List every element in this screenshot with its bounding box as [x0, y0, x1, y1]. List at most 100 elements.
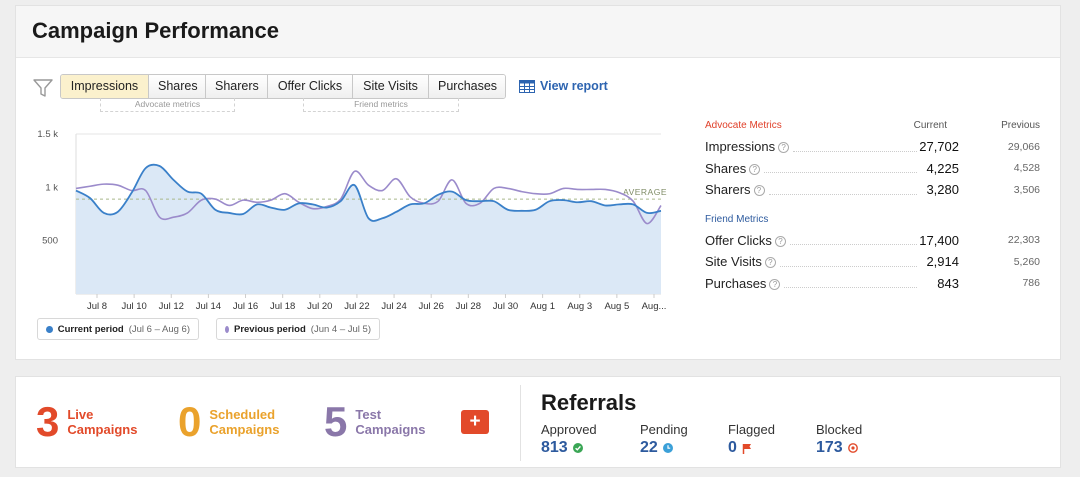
previous-period-dot [225, 325, 229, 333]
filter-icon[interactable] [33, 78, 53, 98]
friend-metrics-header: Friend Metrics [705, 212, 1045, 230]
legend-previous-period[interactable]: Previous period (Jun 4 – Jul 5) [216, 318, 380, 340]
scheduled-campaigns[interactable]: 0 Scheduled Campaigns [178, 401, 279, 443]
help-icon[interactable]: ? [753, 185, 765, 197]
y-tick-label: 1.5 k [37, 129, 58, 140]
y-tick-label: 1 k [45, 182, 58, 193]
test-campaigns-label: Test Campaigns [355, 407, 425, 437]
help-icon[interactable]: ? [774, 235, 786, 247]
test-campaigns-label-line1: Test [355, 407, 382, 422]
x-tick-label: Aug 1 [530, 301, 555, 312]
metric-previous-offer-clicks: 22,303 [1007, 234, 1040, 247]
x-tick-label: Aug 3 [567, 301, 592, 312]
help-icon[interactable]: ? [778, 142, 790, 154]
test-campaigns-count: 5 [324, 398, 348, 445]
metric-row-site-visits: Site Visits? 2,914 5,260 [705, 251, 1045, 273]
dotted-leader [764, 172, 918, 174]
metric-name-impressions: Impressions? [705, 139, 793, 154]
x-tick-label: Jul 28 [456, 301, 481, 312]
help-icon[interactable]: ? [749, 163, 761, 175]
table-icon [519, 79, 535, 93]
legend-previous-range: (Jun 4 – Jul 5) [310, 323, 371, 335]
flagged-count: 0 [728, 439, 737, 456]
referrals-pending[interactable]: Pending 22 [640, 422, 688, 457]
metric-row-sharers: Sharers? 3,280 3,506 [705, 179, 1045, 201]
dotted-leader [768, 193, 917, 195]
column-current: Current [913, 120, 947, 131]
x-tick-label: Jul 26 [419, 301, 444, 312]
x-tick-label: Jul 18 [270, 301, 295, 312]
tab-offer-clicks[interactable]: Offer Clicks [268, 75, 353, 98]
metric-current-sharers: 3,280 [926, 182, 959, 198]
metric-name-purchases: Purchases? [705, 276, 784, 291]
scheduled-campaigns-label-line2: Campaigns [209, 422, 280, 437]
pending-label: Pending [640, 422, 688, 437]
referrals-blocked[interactable]: Blocked 173 [816, 422, 862, 457]
help-icon[interactable]: ? [764, 257, 776, 269]
x-tick-label: Jul 8 [87, 301, 107, 312]
live-campaigns-label: Live Campaigns [67, 407, 137, 437]
metric-previous-sharers: 3,506 [1013, 183, 1040, 196]
metric-row-shares: Shares? 4,225 4,528 [705, 158, 1045, 180]
x-tick-label: Aug 5 [604, 301, 629, 312]
y-tick-label: 500 [42, 236, 58, 247]
tab-site-visits[interactable]: Site Visits [353, 75, 429, 98]
metric-current-purchases: 843 [937, 275, 959, 291]
view-report-label: View report [540, 79, 608, 93]
friend-metrics-title: Friend Metrics [705, 213, 769, 225]
add-campaign-button[interactable]: + [461, 410, 489, 434]
referrals-flagged[interactable]: Flagged 0 [728, 422, 775, 457]
dotted-leader [793, 150, 918, 152]
tab-sharers[interactable]: Sharers [206, 75, 268, 98]
x-tick-label: Aug... [642, 301, 667, 312]
x-tick-label: Jul 10 [121, 301, 146, 312]
x-tick-label: Jul 12 [159, 301, 184, 312]
metric-current-impressions: 27,702 [919, 139, 959, 155]
friend-metrics-group-label: Friend metrics [303, 98, 459, 112]
x-tick-label: Jul 30 [493, 301, 518, 312]
legend-current-range: (Jul 6 – Aug 6) [128, 323, 190, 335]
approved-label: Approved [541, 422, 597, 437]
metric-previous-shares: 4,528 [1013, 162, 1040, 175]
x-tick-label: Jul 14 [196, 301, 221, 312]
tab-shares[interactable]: Shares [149, 75, 206, 98]
legend-current-label: Current period [57, 323, 124, 335]
referrals-title: Referrals [541, 390, 637, 415]
live-campaigns-count: 3 [36, 398, 60, 445]
metric-row-offer-clicks: Offer Clicks? 17,400 22,303 [705, 230, 1045, 252]
advocate-metrics-title: Advocate Metrics [705, 120, 782, 131]
previous-period-line [75, 170, 662, 225]
dotted-leader [789, 244, 917, 246]
current-period-area [76, 164, 661, 294]
friend-metric-rows: Offer Clicks? 17,400 22,303 Site Visits? 2,9… [705, 230, 1045, 295]
scheduled-campaigns-label: Scheduled Campaigns [209, 407, 279, 437]
dotted-leader [784, 287, 918, 289]
tab-impressions[interactable]: Impressions [61, 75, 149, 98]
advocate-metrics-group-label: Advocate metrics [100, 98, 235, 112]
live-campaigns[interactable]: 3 Live Campaigns [36, 401, 137, 443]
test-campaigns-label-line2: Campaigns [355, 422, 426, 437]
metric-name-offer-clicks: Offer Clicks? [705, 233, 790, 248]
blocked-label: Blocked [816, 422, 863, 437]
test-campaigns[interactable]: 5 Test Campaigns [324, 401, 425, 443]
average-label: AVERAGE [623, 187, 667, 197]
current-period-dot [46, 325, 53, 333]
column-previous: Previous [1001, 120, 1040, 131]
tab-purchases[interactable]: Purchases [429, 75, 505, 98]
view-report-link[interactable]: View report [519, 79, 608, 93]
check-circle-icon [572, 443, 583, 453]
metric-previous-impressions: 29,066 [1007, 140, 1040, 153]
dotted-leader [779, 265, 917, 267]
referrals-approved[interactable]: Approved 813 [541, 422, 597, 457]
section-divider [520, 385, 521, 461]
card-header: Campaign Performance [16, 6, 1060, 58]
metric-name-sharers: Sharers? [705, 182, 769, 197]
x-tick-label: Jul 24 [381, 301, 406, 312]
live-campaigns-label-line2: Campaigns [67, 422, 138, 437]
metric-row-impressions: Impressions? 27,702 29,066 [705, 136, 1045, 158]
metrics-table: Advocate Metrics Current Previous Impres… [705, 118, 1045, 294]
live-campaigns-label-line1: Live [67, 407, 94, 422]
legend-current-period[interactable]: Current period (Jul 6 – Aug 6) [37, 318, 199, 340]
help-icon[interactable]: ? [769, 278, 781, 290]
metric-name-shares: Shares? [705, 161, 764, 176]
